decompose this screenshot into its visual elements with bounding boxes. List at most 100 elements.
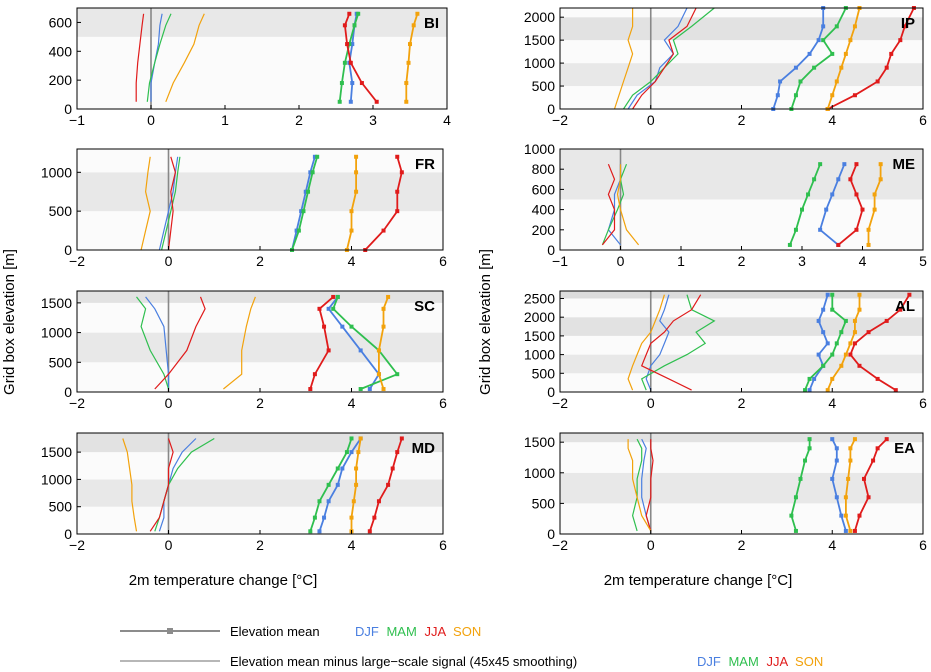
series-jja-residual xyxy=(640,294,702,391)
legend-mean-jja: JJA xyxy=(424,624,446,639)
point-djf xyxy=(830,476,835,481)
point-son xyxy=(386,294,391,299)
point-son xyxy=(878,162,883,167)
series-mam-mean xyxy=(332,296,399,390)
series-jja-residual xyxy=(154,296,206,390)
point-jja xyxy=(875,376,880,381)
point-djf xyxy=(842,162,847,167)
point-jja xyxy=(345,42,350,47)
x-tick-label: −2 xyxy=(552,537,568,553)
point-jja xyxy=(848,177,853,182)
point-mam xyxy=(830,307,835,312)
point-djf xyxy=(843,528,848,533)
point-djf xyxy=(834,446,839,451)
point-djf xyxy=(299,209,304,214)
panel-label-bi: BI xyxy=(424,15,439,32)
x-tick-label: 4 xyxy=(828,395,836,411)
x-tick-label: −2 xyxy=(552,395,568,411)
series-mam-residual xyxy=(161,156,181,251)
point-son xyxy=(354,482,359,487)
series-jja-residual xyxy=(632,7,697,110)
y-tick-label: 1000 xyxy=(524,55,555,71)
point-mam xyxy=(793,227,798,232)
point-son xyxy=(878,177,883,182)
point-son xyxy=(406,60,411,65)
point-son xyxy=(351,499,356,504)
x-tick-label: 2 xyxy=(738,537,746,553)
point-jja xyxy=(342,23,347,28)
point-son xyxy=(866,227,871,232)
point-son xyxy=(857,292,862,297)
y-tick-label: 2000 xyxy=(524,309,555,325)
point-mam xyxy=(347,42,352,47)
x-tick-label: 0 xyxy=(617,253,625,269)
point-djf xyxy=(836,177,841,182)
elevation-band xyxy=(77,302,443,333)
point-djf xyxy=(358,348,363,353)
x-tick-label: −2 xyxy=(69,537,85,553)
point-mam xyxy=(834,341,839,346)
panel-label-md: MD xyxy=(412,440,435,457)
point-mam xyxy=(793,528,798,533)
point-djf xyxy=(294,228,299,233)
y-tick-label: 0 xyxy=(64,384,72,400)
panel-label-ea: EA xyxy=(894,440,915,457)
series-son-residual xyxy=(140,156,151,251)
point-djf xyxy=(350,42,355,47)
legend-residual-label: Elevation mean minus large−scale signal … xyxy=(230,654,577,669)
point-mam xyxy=(317,499,322,504)
x-tick-label: 0 xyxy=(647,395,655,411)
point-djf xyxy=(367,387,372,392)
series-son-mean xyxy=(377,296,389,390)
series-son-residual xyxy=(165,13,205,103)
point-jja xyxy=(322,324,327,329)
x-tick-label: −1 xyxy=(552,253,568,269)
point-mam xyxy=(843,318,848,323)
legend-mean-seasons: DJF MAM JJA SON xyxy=(355,624,481,639)
point-djf xyxy=(825,341,830,346)
point-son xyxy=(830,376,835,381)
point-son xyxy=(848,446,853,451)
x-tick-label: 3 xyxy=(369,112,377,128)
series-son-residual xyxy=(613,8,634,110)
point-jja xyxy=(395,189,400,194)
x-tick-label: 6 xyxy=(919,112,927,128)
point-mam xyxy=(789,513,794,518)
point-jja xyxy=(848,352,853,357)
point-jja xyxy=(308,387,313,392)
point-jja xyxy=(372,515,377,520)
point-son xyxy=(825,388,830,393)
legend-residual-djf: DJF xyxy=(697,654,721,669)
elevation-band xyxy=(77,211,443,250)
y-tick-label: 400 xyxy=(49,43,73,59)
point-mam xyxy=(301,209,306,214)
elevation-band xyxy=(77,332,443,363)
point-son xyxy=(354,154,359,159)
point-jja xyxy=(381,228,386,233)
point-jja xyxy=(852,528,857,533)
point-djf xyxy=(340,324,345,329)
series-mam-residual xyxy=(601,163,628,246)
point-son xyxy=(843,352,848,357)
series-djf-residual xyxy=(645,294,670,391)
x-tick-label: −2 xyxy=(69,253,85,269)
point-jja xyxy=(898,38,903,43)
point-djf xyxy=(308,170,313,175)
series-jja-residual xyxy=(645,439,654,532)
point-djf xyxy=(830,437,835,442)
point-son xyxy=(376,348,381,353)
y-axis-title-left: Grid box elevation [m] xyxy=(1,249,18,395)
point-djf xyxy=(825,292,830,297)
point-mam xyxy=(344,450,349,455)
point-mam xyxy=(793,93,798,98)
y-tick-label: 1000 xyxy=(524,347,555,363)
point-djf xyxy=(348,99,353,104)
point-jja xyxy=(875,79,880,84)
elevation-band xyxy=(560,63,923,87)
point-son xyxy=(872,207,877,212)
x-axis-title-right: 2m temperature change [°C] xyxy=(604,572,793,589)
point-jja xyxy=(359,81,364,86)
